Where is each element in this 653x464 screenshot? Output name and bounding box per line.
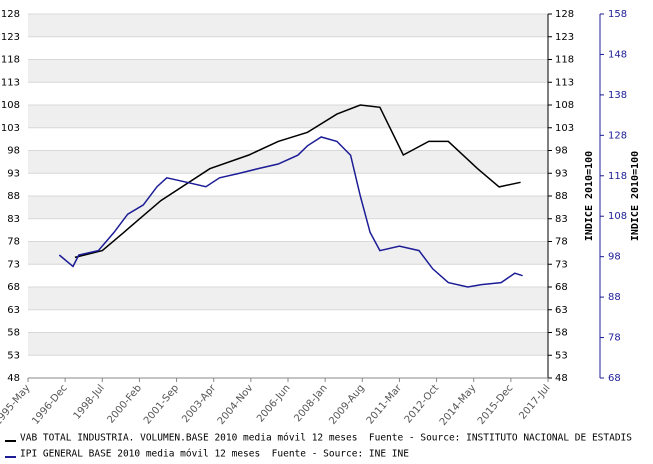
y-tick-label: 93	[7, 168, 20, 179]
y-right-tick-label: 68	[555, 282, 568, 293]
y-right-tick-label: 48	[555, 373, 568, 384]
y-tick-label: 78	[7, 237, 20, 248]
y-tick-label: 63	[7, 305, 20, 316]
y-tick-label: 118	[1, 55, 20, 66]
y2-tick-label: 118	[608, 171, 627, 182]
y2-tick-label: 148	[608, 49, 627, 60]
y2-tick-label: 158	[608, 9, 627, 20]
y2-tick-label: 98	[608, 252, 621, 263]
y2-axis-title: INDICE 2010=100	[630, 151, 641, 241]
x-tick-label: 2015-Dec	[476, 383, 516, 427]
x-tick-label: 2012-Oct	[403, 383, 441, 426]
y-tick-label: 68	[7, 282, 20, 293]
grid-band	[28, 105, 548, 128]
y-right-tick-label: 113	[555, 77, 574, 88]
y-right-tick-label: 108	[555, 100, 574, 111]
y-tick-label: 113	[1, 77, 20, 88]
y-tick-label: 73	[7, 259, 20, 270]
x-tick-label: 2017-Jul	[517, 383, 552, 422]
y-right-tick-label: 63	[555, 305, 568, 316]
x-tick-label: 2011-Mar	[365, 382, 405, 426]
y-tick-label: 98	[7, 146, 20, 157]
y-right-tick-label: 93	[555, 168, 568, 179]
grid-band	[28, 196, 548, 219]
y-tick-label: 58	[7, 328, 20, 339]
series-line	[58, 136, 523, 288]
y-tick-label: 123	[1, 32, 20, 43]
y-right-tick-label: 58	[555, 328, 568, 339]
x-tick-label: 2001-Sep	[142, 383, 181, 427]
x-tick-label: 1998-Jul	[72, 383, 107, 422]
series-line	[74, 104, 521, 259]
y2-tick-label: 78	[608, 333, 621, 344]
y-right-tick-label: 83	[555, 214, 568, 225]
x-tick-label: 2014-May	[438, 383, 478, 428]
grid-band	[28, 287, 548, 310]
y-tick-label: 53	[7, 350, 20, 361]
x-tick-label: 1996-Dec	[30, 383, 70, 427]
y-right-tick-label: 73	[555, 259, 568, 270]
y-tick-label: 128	[1, 9, 20, 20]
x-tick-label: 2003-Apr	[180, 382, 219, 425]
y-tick-label: 88	[7, 191, 20, 202]
y-tick-label: 83	[7, 214, 20, 225]
y-tick-label: 108	[1, 100, 20, 111]
y-right-tick-label: 128	[555, 9, 574, 20]
y-tick-label: 48	[7, 373, 20, 384]
y2-tick-label: 108	[608, 211, 627, 222]
x-tick-label: 2006-Jun	[255, 383, 293, 425]
y-axis-title: INDICE 2010=100	[584, 151, 595, 241]
x-tick-label: 1995-May	[0, 383, 33, 428]
y2-tick-label: 68	[608, 373, 621, 384]
grid-band	[28, 241, 548, 265]
grid-band	[28, 59, 548, 83]
legend-label: IPI GENERAL BASE 2010 media móvil 12 mes…	[20, 449, 409, 460]
x-tick-label: 2009-Aug	[327, 383, 367, 427]
y-right-tick-label: 118	[555, 55, 574, 66]
y-right-tick-label: 103	[555, 123, 574, 134]
y2-tick-label: 88	[608, 292, 621, 303]
y-tick-label: 103	[1, 123, 20, 134]
grid-band	[28, 150, 548, 174]
y-right-tick-label: 98	[555, 146, 568, 157]
legend-label: VAB TOTAL INDUSTRIA. VOLUMEN.BASE 2010 m…	[20, 433, 632, 444]
y-right-tick-label: 53	[555, 350, 568, 361]
y-right-tick-label: 88	[555, 191, 568, 202]
x-tick-label: 2004-Nov	[216, 383, 256, 427]
y2-tick-label: 138	[608, 90, 627, 101]
grid-band	[28, 332, 548, 356]
x-tick-label: 2000-Feb	[106, 383, 144, 426]
y-right-tick-label: 78	[555, 237, 568, 248]
x-tick-label: 2008-Jan	[292, 383, 329, 425]
grid-band	[28, 14, 548, 37]
y2-tick-label: 128	[608, 130, 627, 141]
y-right-tick-label: 123	[555, 32, 574, 43]
